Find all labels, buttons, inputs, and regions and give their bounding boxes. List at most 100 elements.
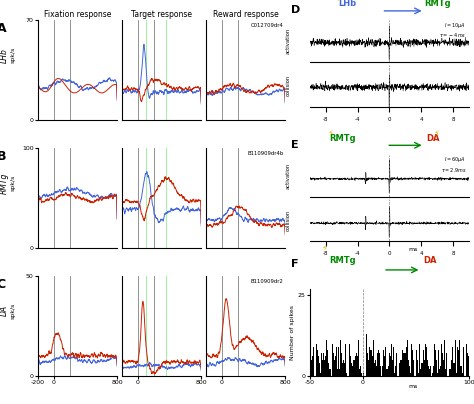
Bar [409, 366, 410, 376]
Bar [361, 372, 362, 376]
Bar [441, 344, 442, 376]
Bar [386, 369, 387, 376]
Bar [323, 353, 324, 376]
Bar [344, 363, 345, 376]
Text: ⚡: ⚡ [433, 128, 438, 138]
Bar [316, 344, 317, 376]
Bar [315, 372, 316, 376]
Bar [347, 347, 348, 376]
Bar [448, 369, 449, 376]
Bar [455, 341, 456, 376]
Text: RMTg: RMTg [425, 0, 451, 8]
Bar [431, 372, 432, 376]
Bar [355, 356, 356, 376]
Bar [395, 366, 396, 376]
Bar [318, 356, 319, 376]
Text: C: C [0, 278, 6, 291]
Bar [372, 356, 373, 376]
Bar [311, 360, 312, 376]
Bar [391, 344, 392, 376]
Bar [346, 372, 347, 376]
Bar [407, 341, 408, 376]
Bar [415, 350, 416, 376]
Text: E: E [291, 140, 298, 150]
Text: ⚡: ⚡ [328, 128, 333, 138]
Bar [456, 372, 457, 376]
Bar [458, 350, 459, 376]
Bar [446, 369, 447, 376]
Text: DA: DA [426, 134, 440, 143]
Title: Target response: Target response [131, 11, 192, 19]
Bar [467, 353, 468, 376]
Bar [328, 363, 329, 376]
Text: ⚡: ⚡ [336, 0, 341, 3]
Bar [453, 363, 454, 376]
Bar [404, 353, 405, 376]
Bar [333, 353, 334, 376]
Text: F: F [291, 259, 298, 269]
Bar [427, 360, 428, 376]
Bar [367, 353, 368, 376]
Bar [325, 356, 326, 376]
Bar [412, 350, 413, 376]
Bar [354, 360, 355, 376]
Bar [356, 353, 357, 376]
Text: $I=10\mu A$
$\tau=-4ms$: $I=10\mu A$ $\tau=-4ms$ [439, 21, 466, 39]
Bar [435, 350, 436, 376]
Bar [388, 366, 389, 376]
Bar [320, 372, 321, 376]
Bar [374, 363, 375, 376]
Bar [392, 360, 393, 376]
Bar [464, 347, 465, 376]
Bar [360, 366, 361, 376]
Bar [460, 366, 461, 376]
Text: ms: ms [409, 246, 418, 252]
Bar [375, 360, 376, 376]
Bar [334, 360, 335, 376]
Bar [383, 356, 384, 376]
Text: DA: DA [0, 305, 9, 316]
Bar [365, 334, 366, 376]
Bar [321, 353, 322, 376]
Bar [382, 366, 383, 376]
Bar [416, 350, 417, 376]
Bar [469, 356, 470, 376]
Bar [310, 360, 311, 376]
Bar [348, 344, 349, 376]
Bar [330, 369, 331, 376]
Text: ⚡: ⚡ [321, 243, 327, 252]
Bar [442, 353, 443, 376]
Text: B: B [0, 150, 6, 163]
Bar [369, 347, 370, 376]
Text: collision: collision [285, 75, 291, 97]
Text: ms: ms [409, 384, 418, 389]
Bar [387, 369, 388, 376]
Bar [326, 341, 327, 376]
Bar [389, 353, 390, 376]
Bar [331, 344, 332, 376]
Text: A: A [0, 22, 6, 35]
Bar [357, 356, 358, 376]
Bar [434, 344, 435, 376]
Bar [408, 360, 409, 376]
Bar [371, 350, 372, 376]
Text: collision: collision [285, 210, 291, 231]
Title: Fixation response: Fixation response [44, 11, 111, 19]
Bar [461, 366, 462, 376]
Bar [312, 356, 313, 376]
Y-axis label: Number of spikes: Number of spikes [290, 305, 295, 360]
Bar [398, 353, 399, 376]
Text: activation: activation [285, 28, 291, 55]
Bar [450, 369, 451, 376]
Bar [351, 363, 352, 376]
Bar [394, 372, 395, 376]
Bar [402, 350, 403, 376]
Text: B110909dr4b: B110909dr4b [247, 151, 283, 156]
Bar [385, 347, 386, 376]
Text: D: D [291, 5, 300, 15]
Bar [429, 369, 430, 376]
Bar [452, 347, 453, 376]
Bar [430, 366, 431, 376]
Bar [309, 350, 310, 376]
Bar [425, 344, 426, 376]
